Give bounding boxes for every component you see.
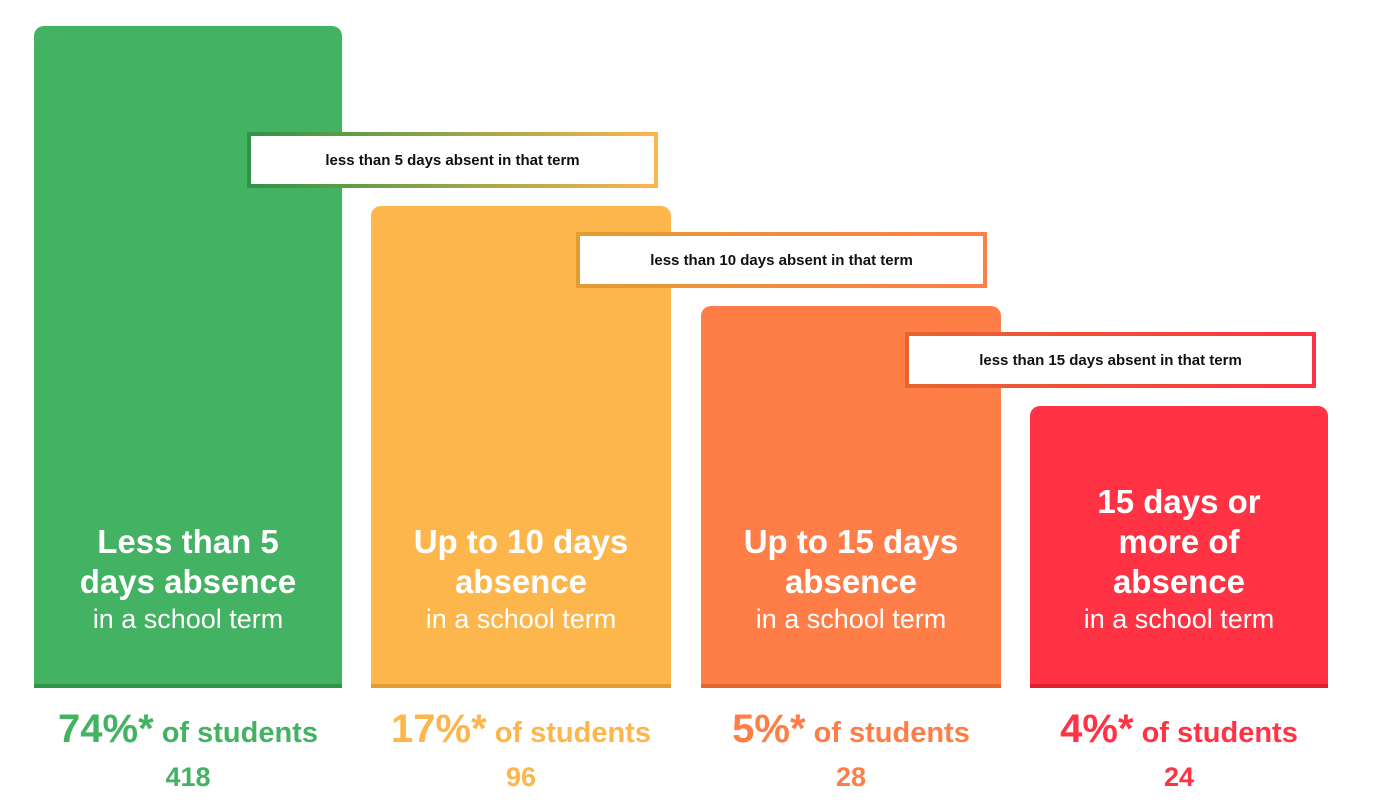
callout-text: less than 5 days absent in that term: [251, 136, 654, 184]
threshold-callout-3: less than 15 days absent in that term: [905, 332, 1316, 388]
bar-subtitle: in a school term: [1083, 604, 1275, 634]
bar-subtitle: in a school term: [92, 604, 284, 634]
bar-subtitle: in a school term: [755, 604, 947, 634]
stat-label-2: 17%* of students 96: [351, 706, 691, 793]
stat-label-4: 4%* of students 24: [1010, 706, 1348, 793]
callout-text: less than 15 days absent in that term: [909, 336, 1312, 384]
stat-percent-line: 74%* of students: [14, 706, 362, 761]
bar-baseline: [371, 684, 671, 688]
percent-value: 74%*: [58, 707, 154, 751]
of-students-label: of students: [153, 717, 318, 749]
stat-percent-line: 4%* of students: [1010, 706, 1348, 761]
bar-title: Up to 10 days absence: [413, 523, 629, 600]
of-students-label: of students: [1133, 717, 1298, 749]
stat-percent-line: 5%* of students: [681, 706, 1021, 761]
percent-value: 4%*: [1060, 707, 1134, 751]
stat-label-1: 74%* of students 418: [14, 706, 362, 793]
bar-title: Up to 15 days absence: [743, 523, 959, 600]
bar-3: Up to 15 days absence in a school term: [701, 306, 1001, 686]
bar-label: Up to 10 days absence in a school term: [371, 522, 671, 636]
threshold-callout-1: less than 5 days absent in that term: [247, 132, 658, 188]
percent-value: 5%*: [732, 707, 806, 751]
bar-baseline: [34, 684, 342, 688]
bar-baseline: [701, 684, 1001, 688]
student-count: 24: [1163, 762, 1195, 792]
callout-text: less than 10 days absent in that term: [580, 236, 983, 284]
bar-4: 15 days or more of absence in a school te…: [1030, 406, 1328, 686]
threshold-callout-2: less than 10 days absent in that term: [576, 232, 987, 288]
bar-title: 15 days or more of absence: [1097, 483, 1261, 600]
bar-subtitle: in a school term: [425, 604, 617, 634]
stat-label-3: 5%* of students 28: [681, 706, 1021, 793]
student-count: 418: [165, 762, 211, 792]
bar-label: 15 days or more of absence in a school te…: [1030, 482, 1328, 636]
bar-label: Less than 5 days absence in a school term: [34, 522, 342, 636]
student-count: 28: [835, 762, 867, 792]
bar-title: Less than 5 days absence: [79, 523, 297, 600]
bar-1: Less than 5 days absence in a school term: [34, 26, 342, 686]
of-students-label: of students: [486, 717, 651, 749]
percent-value: 17%*: [391, 707, 487, 751]
bar-label: Up to 15 days absence in a school term: [701, 522, 1001, 636]
student-count: 96: [505, 762, 537, 792]
of-students-label: of students: [805, 717, 970, 749]
stat-percent-line: 17%* of students: [351, 706, 691, 761]
bar-baseline: [1030, 684, 1328, 688]
